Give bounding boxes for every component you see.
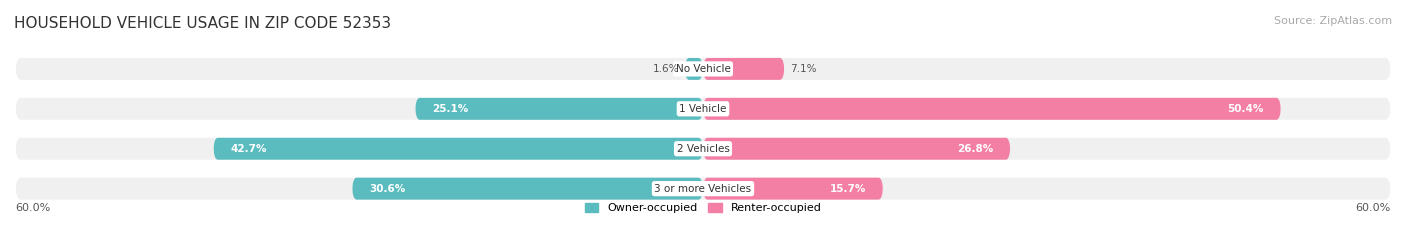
Text: 60.0%: 60.0% (1355, 203, 1391, 213)
FancyBboxPatch shape (703, 138, 1011, 160)
Legend: Owner-occupied, Renter-occupied: Owner-occupied, Renter-occupied (581, 198, 825, 218)
Text: 2 Vehicles: 2 Vehicles (676, 144, 730, 154)
FancyBboxPatch shape (703, 178, 883, 200)
FancyBboxPatch shape (703, 98, 1281, 120)
Text: Source: ZipAtlas.com: Source: ZipAtlas.com (1274, 16, 1392, 26)
Text: No Vehicle: No Vehicle (675, 64, 731, 74)
Text: 30.6%: 30.6% (370, 184, 405, 194)
FancyBboxPatch shape (15, 178, 1391, 200)
Text: 1.6%: 1.6% (652, 64, 679, 74)
Text: 25.1%: 25.1% (433, 104, 468, 114)
Text: 42.7%: 42.7% (231, 144, 267, 154)
Text: 7.1%: 7.1% (790, 64, 817, 74)
FancyBboxPatch shape (685, 58, 703, 80)
FancyBboxPatch shape (214, 138, 703, 160)
FancyBboxPatch shape (415, 98, 703, 120)
Text: HOUSEHOLD VEHICLE USAGE IN ZIP CODE 52353: HOUSEHOLD VEHICLE USAGE IN ZIP CODE 5235… (14, 16, 391, 31)
Text: 26.8%: 26.8% (957, 144, 993, 154)
Text: 50.4%: 50.4% (1227, 104, 1264, 114)
FancyBboxPatch shape (15, 58, 1391, 80)
Text: 1 Vehicle: 1 Vehicle (679, 104, 727, 114)
FancyBboxPatch shape (703, 58, 785, 80)
Text: 60.0%: 60.0% (15, 203, 51, 213)
Text: 3 or more Vehicles: 3 or more Vehicles (654, 184, 752, 194)
FancyBboxPatch shape (15, 138, 1391, 160)
FancyBboxPatch shape (15, 98, 1391, 120)
Text: 15.7%: 15.7% (830, 184, 866, 194)
FancyBboxPatch shape (352, 178, 703, 200)
